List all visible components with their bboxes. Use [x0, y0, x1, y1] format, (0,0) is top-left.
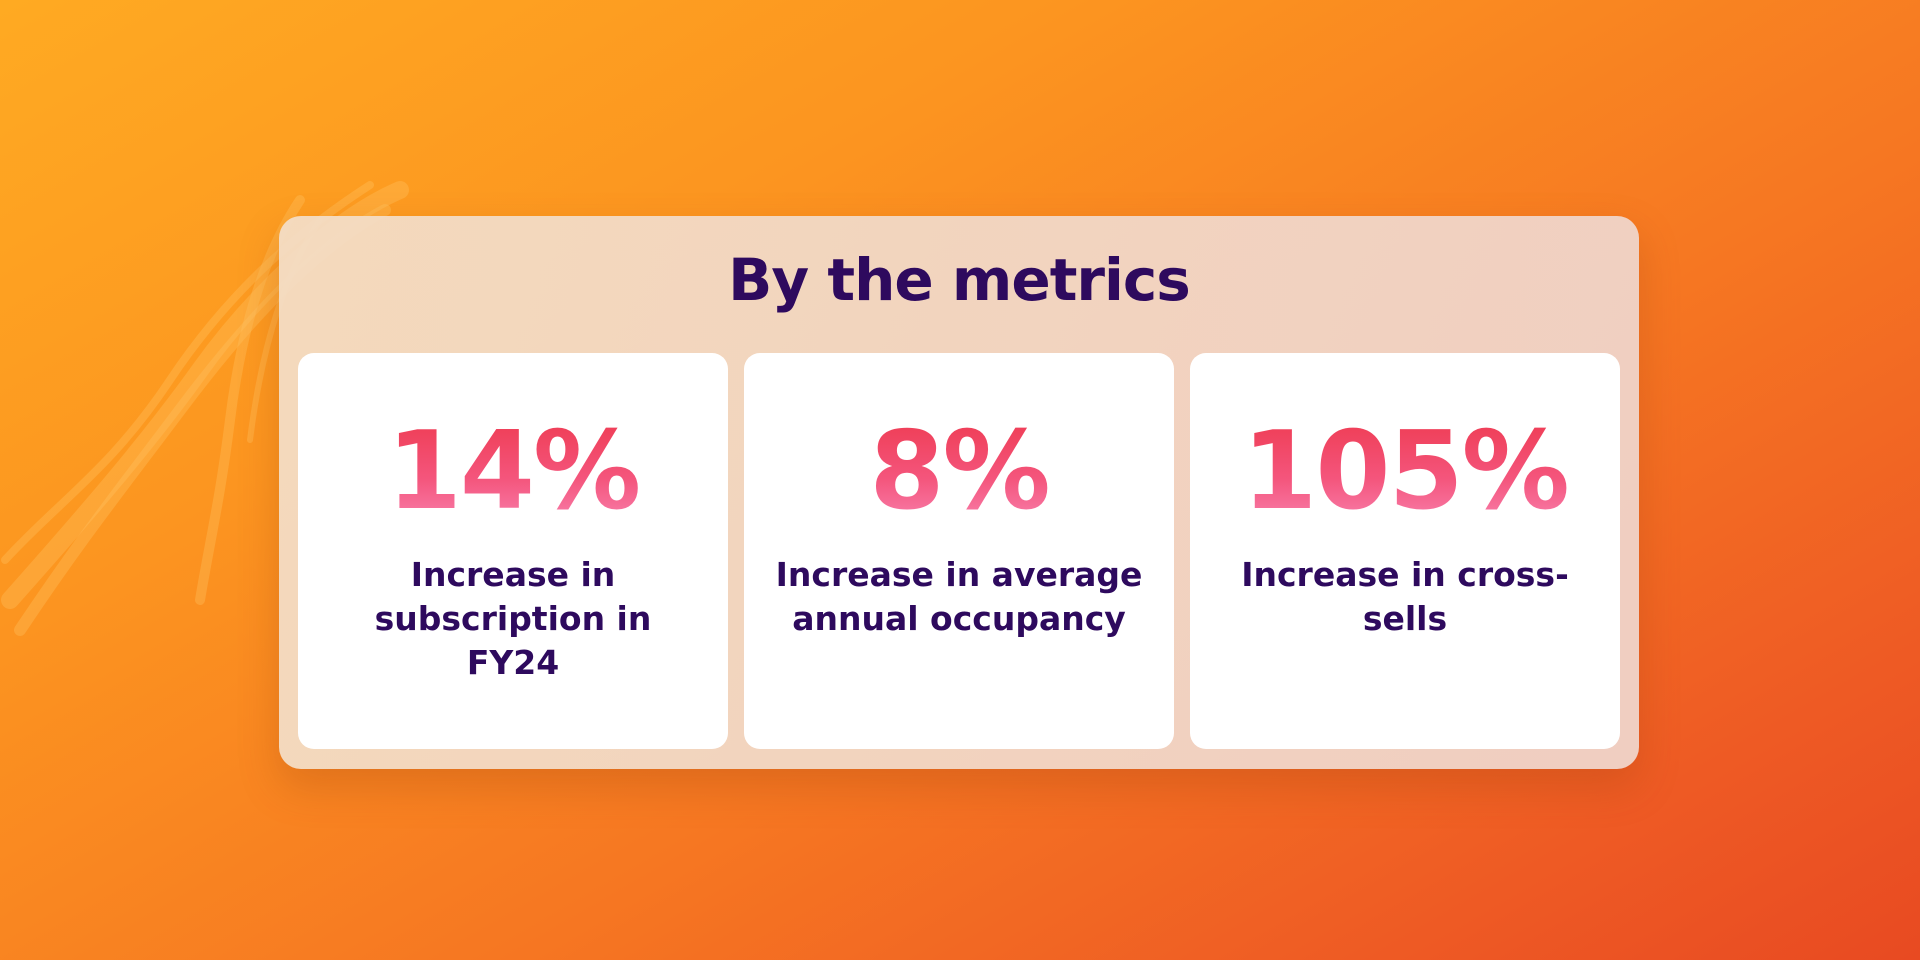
metric-label: Increase in subscription in FY24	[374, 555, 652, 682]
metric-card: 105% Increase in cross-sells	[1190, 353, 1620, 749]
metrics-panel: By the metrics 14% Increase in subscript…	[279, 216, 1639, 769]
metric-card: 14% Increase in subscription in FY24	[298, 353, 728, 749]
metric-label: Increase in cross-sells	[1241, 555, 1569, 638]
metric-value: 105%	[1190, 412, 1620, 532]
metric-value: 14%	[298, 412, 728, 532]
metric-value: 8%	[744, 412, 1174, 532]
metric-label: Increase in average annual occupancy	[775, 555, 1143, 638]
panel-title: By the metrics	[728, 246, 1191, 314]
metric-card: 8% Increase in average annual occupancy	[744, 353, 1174, 749]
